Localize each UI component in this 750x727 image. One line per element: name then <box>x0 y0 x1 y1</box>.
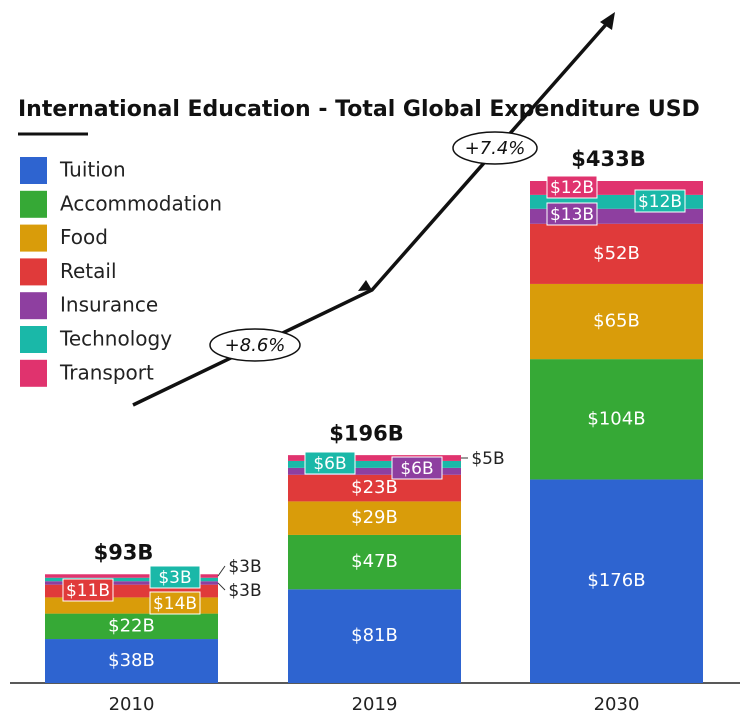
label-badge <box>634 189 686 213</box>
annotation: +8.6% <box>225 335 286 356</box>
label-badge <box>391 456 443 480</box>
total-label: $433B <box>571 147 645 171</box>
value-label: $12B <box>638 192 682 212</box>
label-badge <box>62 578 114 602</box>
bar-segment <box>530 283 703 360</box>
value-label: $14B <box>153 594 197 614</box>
value-label: $22B <box>108 615 155 636</box>
legend-label: Tuition <box>59 158 126 182</box>
value-label: $3B <box>228 581 261 601</box>
legend-swatch <box>20 359 47 387</box>
legend-label: Retail <box>60 259 117 283</box>
legend-swatch <box>20 157 47 184</box>
label-badge <box>149 591 201 615</box>
value-label: $104B <box>587 408 645 429</box>
annotation: +7.4% <box>465 138 526 159</box>
label-badge <box>546 202 598 226</box>
bar-segment <box>45 574 218 578</box>
value-label: $12B <box>550 178 594 198</box>
legend-swatch <box>20 326 47 353</box>
bar-segment <box>288 534 461 590</box>
bar-segment <box>288 501 461 535</box>
legend-label: Insurance <box>60 293 158 317</box>
legend-swatch <box>20 224 47 252</box>
bar-segment <box>45 613 218 640</box>
value-label: $6B <box>400 459 433 479</box>
total-label: $196B <box>329 421 403 445</box>
label-badge <box>546 175 598 199</box>
value-label: $65B <box>593 311 640 332</box>
x-tick-label: 2019 <box>352 694 398 715</box>
value-label: $176B <box>587 570 645 591</box>
value-label: $6B <box>313 454 346 474</box>
value-label: $38B <box>108 650 155 671</box>
bar-segment <box>288 460 461 468</box>
bar-segment <box>288 455 461 461</box>
legend-swatch <box>20 292 47 320</box>
x-tick-label: 2030 <box>594 694 640 715</box>
label-badge <box>304 451 356 475</box>
bar-segment <box>288 467 461 475</box>
value-label: $52B <box>593 243 640 264</box>
bar-segment <box>530 479 703 683</box>
value-label: $11B <box>66 581 110 601</box>
bar-segment <box>288 589 461 683</box>
bar-segment <box>45 577 218 582</box>
legend-label: Transport <box>59 360 154 384</box>
value-label: $5B <box>471 449 504 469</box>
legend-label: Accommodation <box>60 191 222 215</box>
bar-segment <box>530 359 703 480</box>
x-tick-label: 2010 <box>109 694 155 715</box>
value-label: $3B <box>228 557 261 577</box>
legend-label: Technology <box>59 327 172 351</box>
legend-swatch <box>20 258 47 286</box>
value-label: $29B <box>351 507 398 528</box>
growth-arrow <box>132 12 615 407</box>
value-label: $13B <box>550 205 594 225</box>
chart-title: International Education - Total Global E… <box>18 97 700 122</box>
legend-label: Food <box>60 225 108 249</box>
value-label: $81B <box>351 625 398 646</box>
bar-segment <box>45 581 218 585</box>
label-badge <box>149 565 201 589</box>
value-label: $23B <box>351 477 398 498</box>
leader-line <box>217 582 226 591</box>
bar-segment <box>530 223 703 284</box>
value-label: $3B <box>158 568 191 588</box>
legend-swatch <box>20 190 47 218</box>
value-label: $47B <box>351 551 398 572</box>
total-label: $93B <box>94 540 154 564</box>
bar-segment <box>45 639 218 683</box>
leader-line <box>217 565 226 577</box>
